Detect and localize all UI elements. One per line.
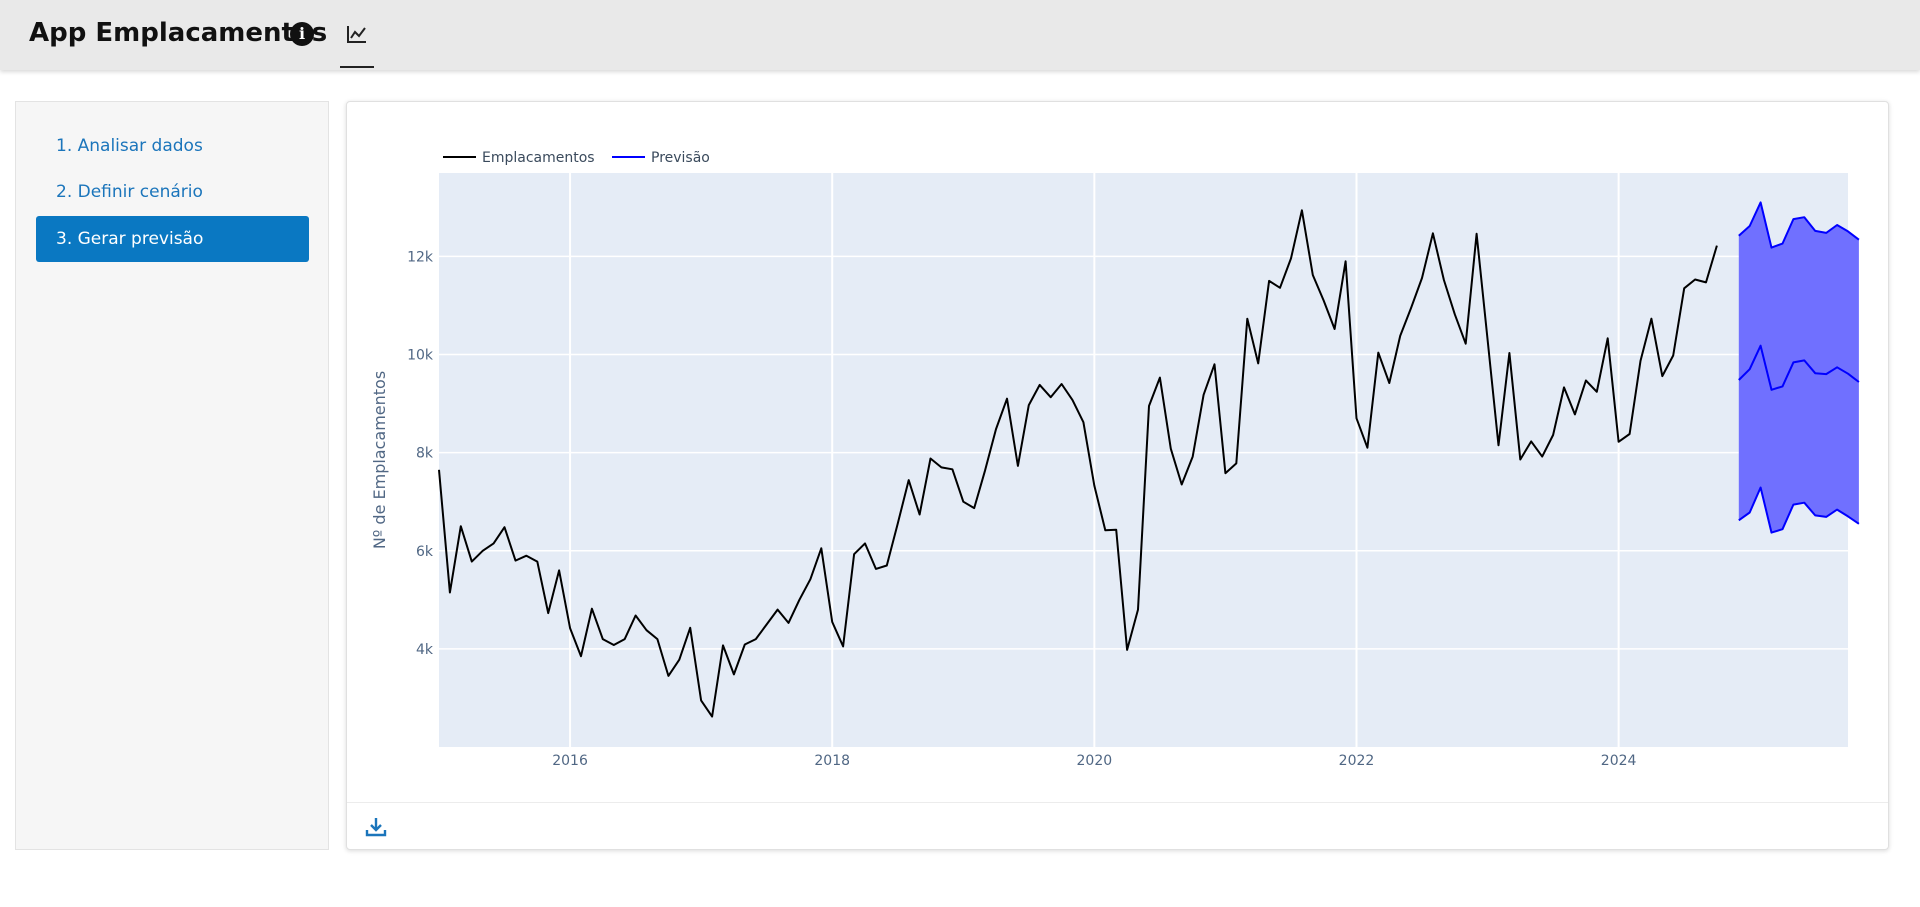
- y-tick-label: 8k: [416, 446, 434, 462]
- info-icon[interactable]: i: [290, 22, 314, 46]
- x-tick-label: 2022: [1339, 753, 1375, 769]
- forecast-mean-line: [1738, 344, 1860, 391]
- sidebar-item-definir-cenario[interactable]: 2. Definir cenário: [56, 182, 203, 202]
- download-icon[interactable]: [365, 816, 387, 838]
- forecast-card: 2016 2018 2020 2022 2024 4k 6k 8k 10k 12k Nº de Em…: [346, 101, 1889, 850]
- x-tick-label: 2020: [1077, 753, 1113, 769]
- x-tick-label: 2016: [552, 753, 588, 769]
- forecast-upper-line: [1738, 201, 1860, 249]
- plot-area: [439, 173, 1848, 747]
- line-chart-icon: [347, 26, 366, 43]
- sidebar-item-analisar-dados[interactable]: 1. Analisar dados: [56, 136, 203, 156]
- sidebar: 1. Analisar dados 2. Definir cenário 3. …: [15, 101, 329, 850]
- y-axis-label: Nº de Emplacamentos: [370, 371, 389, 549]
- forecast-lower-line: [1738, 486, 1860, 534]
- forecast-chart: 2016 2018 2020 2022 2024 4k 6k 8k 10k 12k Nº de Em…: [370, 150, 1860, 769]
- y-tick-label: 6k: [416, 544, 434, 560]
- legend-label-previsao: Previsão: [651, 150, 710, 166]
- y-tick-label: 12k: [407, 249, 434, 265]
- legend-label-emplacamentos: Emplacamentos: [482, 150, 595, 166]
- y-tick-label: 10k: [407, 348, 434, 364]
- history-line: [438, 209, 1718, 718]
- card-footer: [347, 802, 1888, 851]
- forecast-interval-band: [1738, 202, 1859, 533]
- x-tick-label: 2018: [814, 753, 850, 769]
- chart-legend: Emplacamentos Previsão: [443, 150, 710, 166]
- y-tick-label: 4k: [416, 642, 434, 658]
- sidebar-item-gerar-previsao[interactable]: 3. Gerar previsão: [36, 216, 309, 262]
- x-tick-label: 2024: [1601, 753, 1637, 769]
- top-navbar: App Emplacamentos i: [0, 0, 1920, 70]
- app-title: App Emplacamentos: [29, 18, 328, 48]
- tab-forecast-chart[interactable]: [340, 14, 374, 68]
